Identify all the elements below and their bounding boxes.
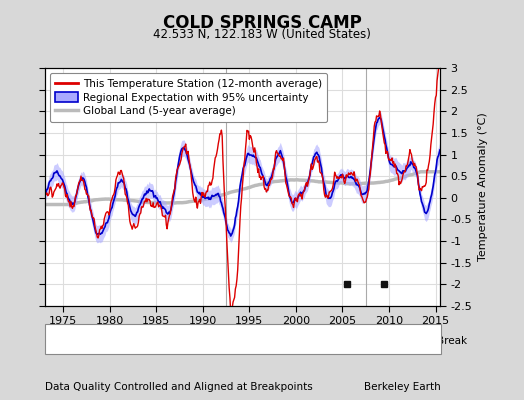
Text: Station Move: Station Move <box>66 336 134 346</box>
Text: ■: ■ <box>372 336 383 346</box>
Text: ▼: ▼ <box>225 336 234 346</box>
Text: Empirical Break: Empirical Break <box>385 336 467 346</box>
Text: ▲: ▲ <box>136 336 145 346</box>
Text: Berkeley Earth: Berkeley Earth <box>364 382 441 392</box>
Text: ◆: ◆ <box>52 336 61 346</box>
Text: Time of Obs. Change: Time of Obs. Change <box>238 336 347 346</box>
Text: Record Gap: Record Gap <box>149 336 210 346</box>
Y-axis label: Temperature Anomaly (°C): Temperature Anomaly (°C) <box>478 113 488 261</box>
Legend: This Temperature Station (12-month average), Regional Expectation with 95% uncer: This Temperature Station (12-month avera… <box>50 73 328 122</box>
Text: 42.533 N, 122.183 W (United States): 42.533 N, 122.183 W (United States) <box>153 28 371 41</box>
Text: COLD SPRINGS CAMP: COLD SPRINGS CAMP <box>162 14 362 32</box>
Text: Data Quality Controlled and Aligned at Breakpoints: Data Quality Controlled and Aligned at B… <box>45 382 312 392</box>
